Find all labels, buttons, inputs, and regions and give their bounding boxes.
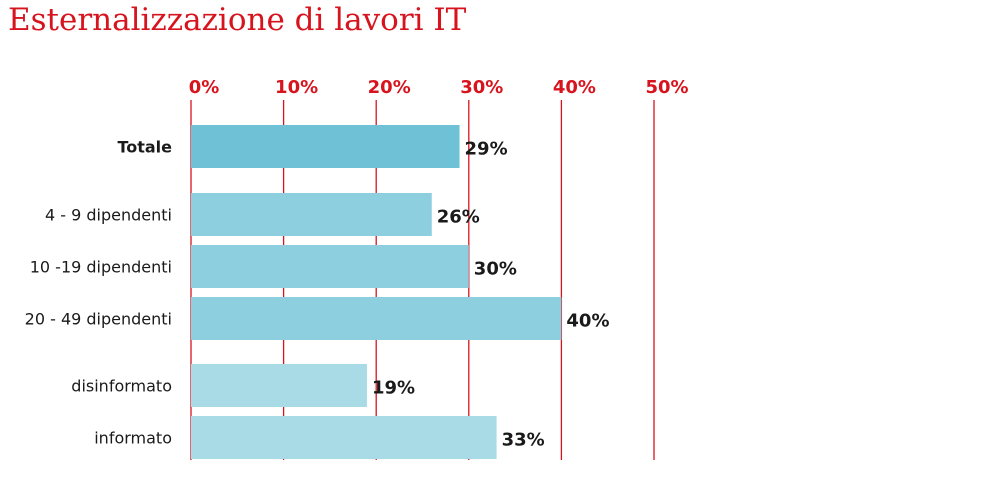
bars — [191, 125, 562, 459]
category-label: disinformato — [71, 377, 172, 396]
category-label: informato — [94, 429, 172, 448]
value-label: 40% — [566, 311, 609, 332]
chart-title: Esternalizzazione di lavori IT — [8, 2, 467, 38]
x-tick-label: 0% — [189, 77, 220, 98]
category-labels: Totale 4 - 9 dipendenti 10 -19 dipendenti 2… — [25, 138, 173, 448]
value-label: 30% — [474, 259, 517, 280]
value-label: 29% — [465, 139, 508, 160]
category-label: 4 - 9 dipendenti — [45, 206, 172, 225]
bar — [191, 245, 469, 288]
x-axis-tick-labels: 0% 10% 20% 30% 40% 50% — [189, 77, 689, 98]
value-label: 26% — [437, 207, 480, 228]
category-label: 10 -19 dipendenti — [30, 258, 172, 277]
value-labels: 29% 26% 30% 40% 19% 33% — [372, 139, 610, 451]
bar — [191, 364, 367, 407]
x-tick-label: 50% — [645, 77, 688, 98]
bar — [191, 125, 460, 168]
x-tick-label: 40% — [553, 77, 596, 98]
bar — [191, 193, 432, 236]
value-label: 33% — [502, 430, 545, 451]
value-label: 19% — [372, 378, 415, 399]
x-tick-label: 30% — [460, 77, 503, 98]
x-tick-label: 20% — [368, 77, 411, 98]
category-label: Totale — [117, 138, 172, 157]
x-tick-label: 10% — [275, 77, 318, 98]
bar — [191, 297, 562, 340]
category-label: 20 - 49 dipendenti — [25, 310, 172, 329]
bar — [191, 416, 497, 459]
